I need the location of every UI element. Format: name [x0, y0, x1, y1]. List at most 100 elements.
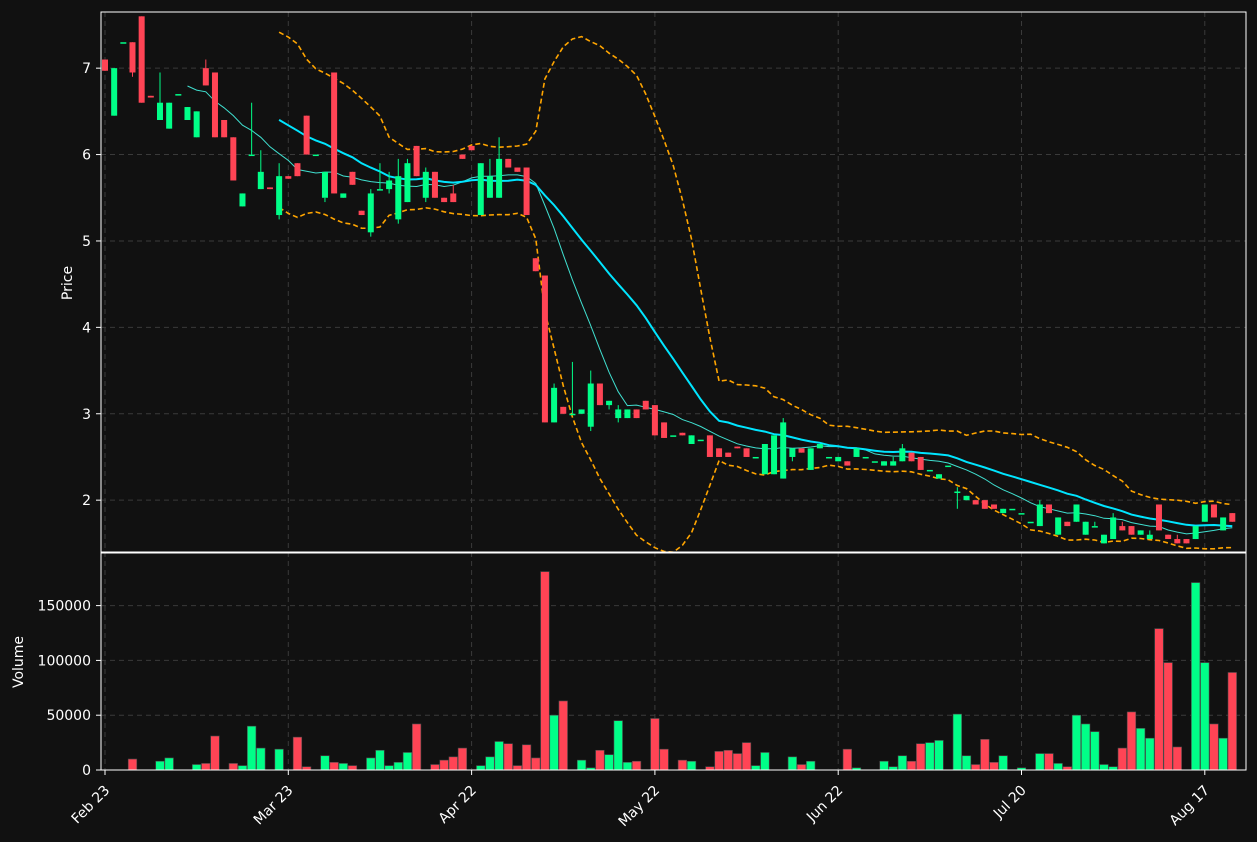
candle-body	[871, 461, 878, 463]
candle-body	[175, 94, 182, 96]
volume-bar	[1209, 723, 1219, 771]
bollinger-lower-line	[278, 206, 1233, 554]
candle-body	[780, 422, 787, 479]
candle-body	[138, 16, 145, 103]
volume-bar	[576, 759, 587, 771]
candle-body	[413, 145, 420, 177]
volume-bar	[503, 743, 513, 771]
volume-bar	[457, 747, 468, 771]
candle-body	[560, 406, 567, 414]
candle-body	[1082, 521, 1089, 535]
volume-bar	[540, 571, 550, 771]
volume-bar	[292, 736, 303, 771]
volume-bar	[980, 739, 990, 771]
volume-bar	[971, 764, 981, 771]
candle-body	[541, 275, 548, 423]
candle-body	[1000, 508, 1007, 514]
volume-bar	[1071, 714, 1082, 771]
ma-short-line	[187, 85, 1233, 535]
candle-body	[404, 163, 411, 203]
volume-bar	[549, 714, 559, 771]
candle-body	[468, 145, 475, 151]
volume-bar	[402, 752, 413, 771]
candle-body	[697, 439, 704, 442]
candle-body	[734, 446, 741, 449]
volume-bar	[1126, 711, 1137, 771]
candle-body	[551, 387, 558, 423]
candle-body	[1110, 517, 1117, 540]
volume-bar	[338, 763, 348, 771]
volume-bar	[806, 760, 816, 771]
candle-body	[899, 448, 906, 462]
candle-body	[166, 102, 173, 129]
volume-bar	[751, 765, 761, 771]
candle-body	[835, 456, 842, 462]
volume-bar	[1099, 764, 1109, 771]
volume-bar	[1172, 746, 1182, 771]
candle-body	[615, 409, 622, 419]
price-tick-label: 6	[82, 148, 91, 164]
candle-body	[954, 491, 961, 494]
volume-bar	[760, 752, 770, 771]
volume-bar	[430, 764, 440, 771]
volume-bar	[274, 748, 284, 771]
candle-body	[798, 448, 805, 453]
candle-body	[981, 500, 988, 509]
candle-body	[450, 193, 457, 203]
candle-body	[1155, 504, 1162, 531]
candle-body	[111, 68, 118, 116]
candle-body	[1201, 504, 1208, 522]
volume-bar	[714, 751, 724, 771]
candle-body	[523, 167, 530, 216]
volume-bar	[476, 765, 486, 771]
candle-body	[395, 176, 402, 220]
candle-body	[477, 163, 484, 216]
candle-body	[771, 435, 778, 475]
candle-body	[349, 171, 356, 185]
candle-body	[789, 448, 796, 457]
candle-body	[1210, 504, 1217, 518]
volume-bar	[1163, 662, 1173, 771]
volume-bar	[412, 723, 422, 771]
candle-body	[129, 42, 136, 73]
volume-bar	[494, 741, 504, 771]
volume-bar	[448, 756, 458, 771]
candle-body	[991, 504, 998, 509]
candle-body	[1009, 508, 1016, 511]
candle-body	[972, 500, 979, 505]
volume-bar	[558, 700, 568, 771]
candle-body	[386, 180, 393, 190]
candle-body	[624, 409, 631, 419]
volume-bar	[952, 713, 962, 771]
volume-bar	[1154, 628, 1164, 771]
volume-bar	[237, 765, 248, 771]
candle-body	[1100, 534, 1107, 544]
volume-bar	[164, 757, 174, 771]
candle-body	[276, 176, 283, 216]
volume-bar	[512, 765, 523, 771]
volume-bar	[595, 749, 605, 771]
volume-bar	[1053, 763, 1063, 771]
volume-bar	[998, 755, 1008, 771]
candle-body	[147, 95, 154, 98]
candle-body	[312, 154, 319, 157]
candle-body	[532, 258, 539, 272]
volume-bar	[723, 749, 733, 771]
candle-body	[266, 187, 273, 190]
volume-bar	[366, 757, 376, 771]
price-tick-label: 7	[82, 61, 91, 77]
volume-bar	[796, 764, 807, 771]
candle-body	[496, 158, 503, 198]
candle-body	[294, 163, 301, 177]
candle-body	[908, 452, 915, 462]
candle-body	[285, 176, 292, 179]
volume-bar	[659, 748, 669, 771]
volume-bar	[961, 755, 972, 771]
candle-body	[963, 495, 970, 501]
volume-tick-label: 50000	[46, 708, 91, 724]
candle-body	[688, 435, 695, 444]
volume-bar	[1227, 672, 1237, 771]
volume-bar	[192, 764, 202, 771]
candle-body	[633, 409, 640, 419]
